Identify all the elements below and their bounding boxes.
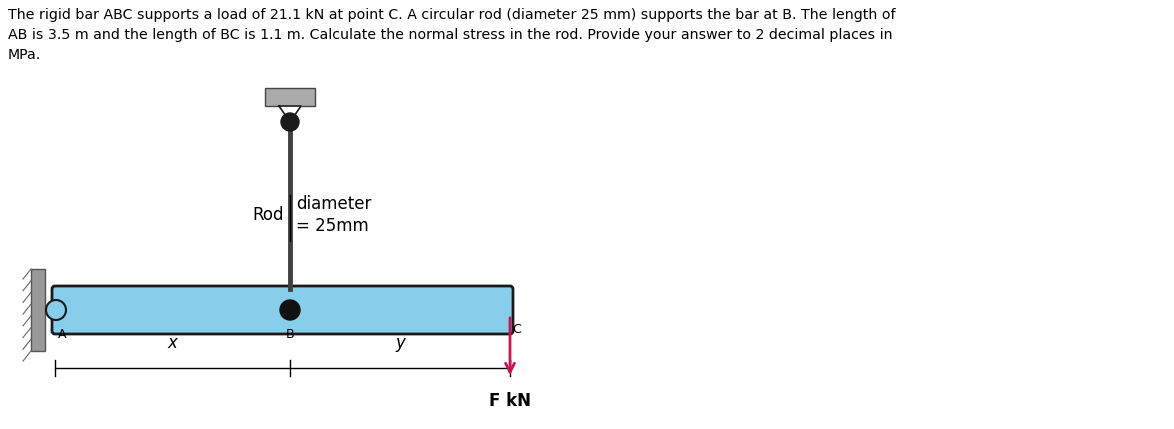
Circle shape [281,300,301,320]
Circle shape [46,300,66,320]
FancyBboxPatch shape [52,286,513,334]
Circle shape [281,113,299,131]
Bar [265,88,315,106]
Text: B: B [285,328,295,341]
Bar [31,269,45,351]
Text: diameter
= 25mm: diameter = 25mm [296,195,371,235]
Text: y: y [396,334,405,352]
Text: C: C [512,323,521,336]
Text: A: A [58,328,66,341]
Text: The rigid bar ABC supports a load of 21.1 kN at point C. A circular rod (diamete: The rigid bar ABC supports a load of 21.… [8,8,896,62]
Text: Rod: Rod [252,206,284,224]
Polygon shape [279,106,301,122]
Text: F kN: F kN [490,392,531,410]
Text: x: x [168,334,177,352]
